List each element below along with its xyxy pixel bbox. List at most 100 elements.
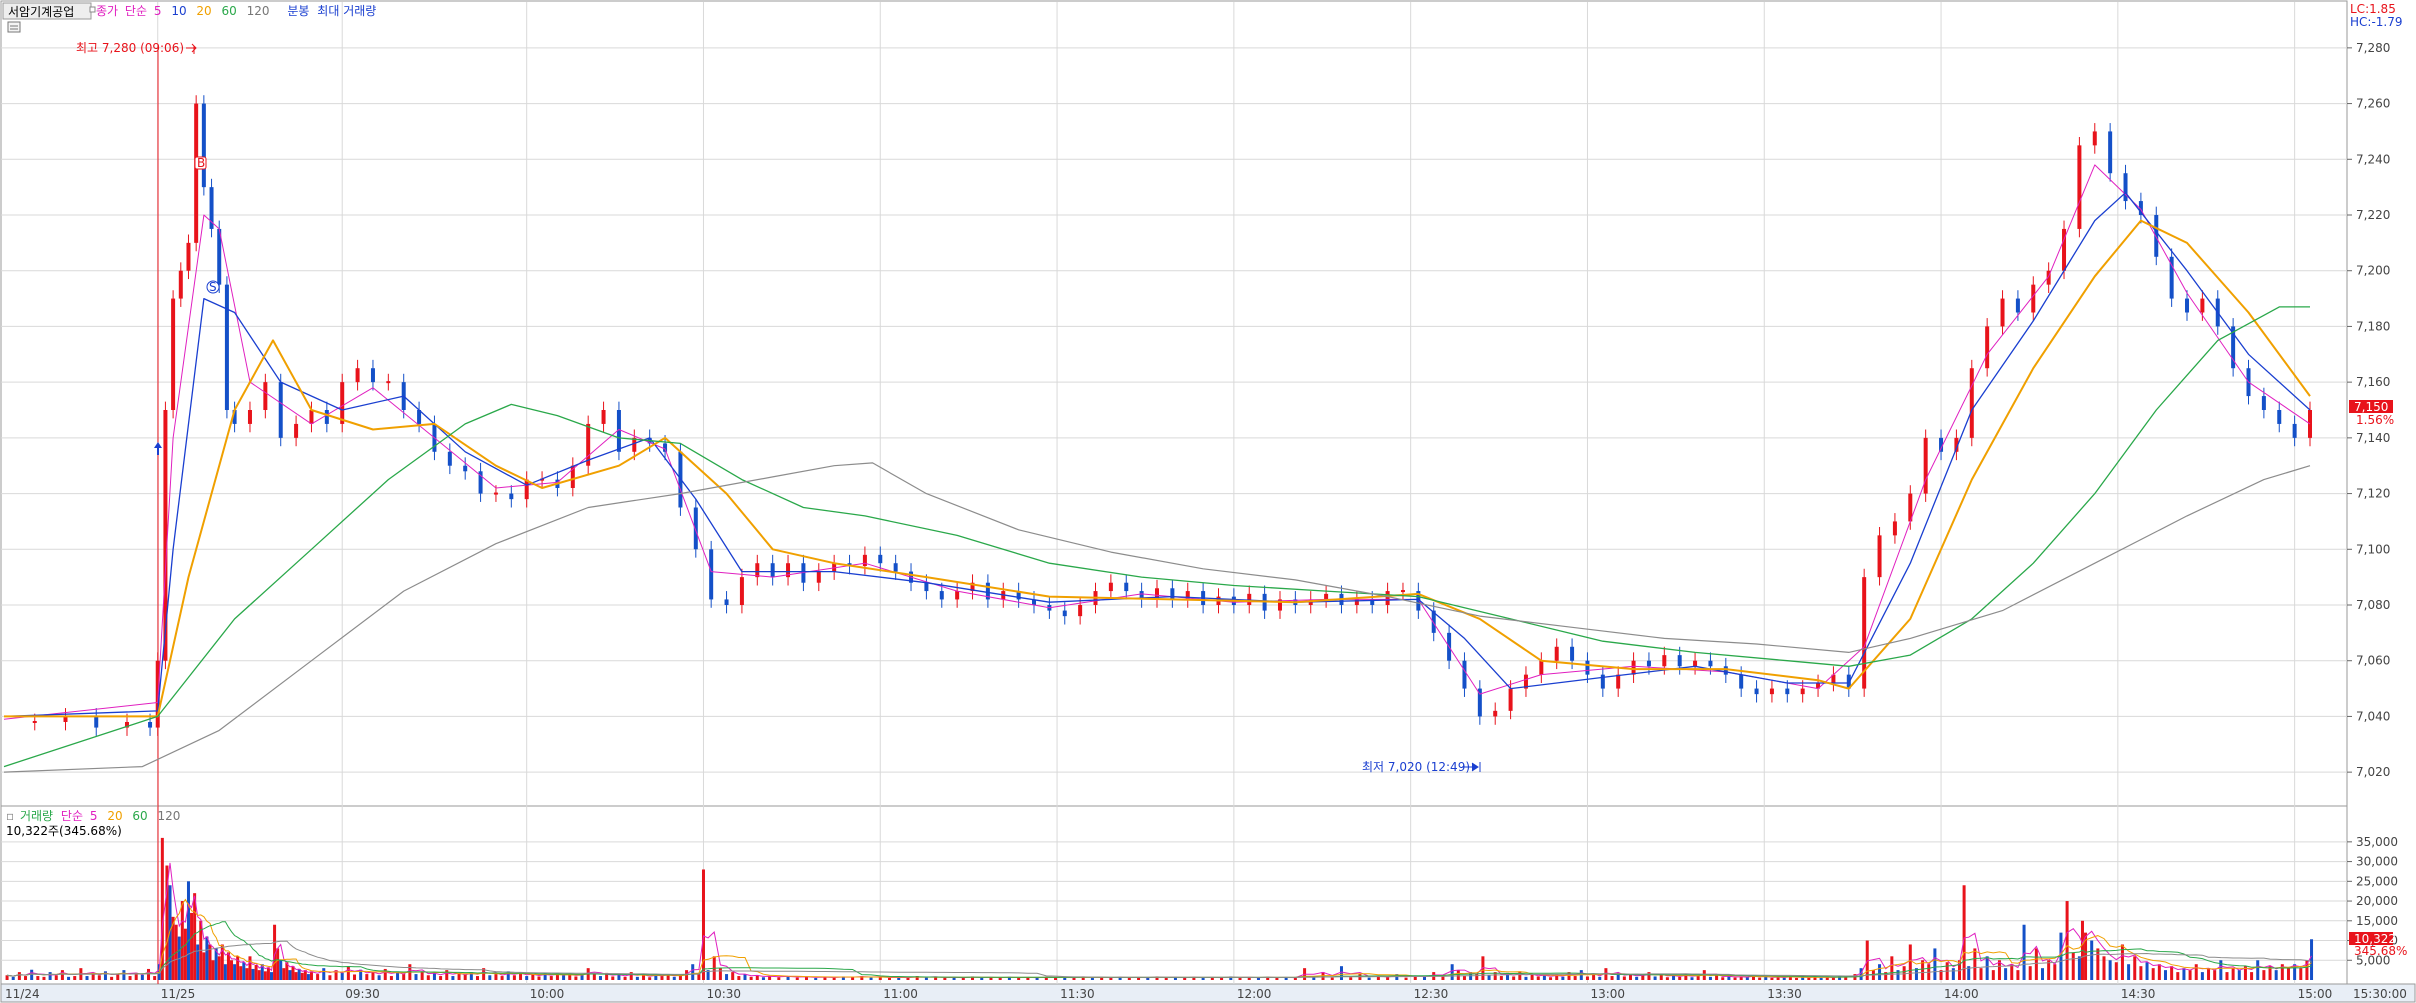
ma60-label[interactable]: 60	[222, 4, 237, 18]
volume-bar	[110, 976, 114, 980]
volume-bar	[171, 916, 175, 980]
volume-bar	[980, 978, 984, 980]
price-bar	[1277, 599, 1282, 611]
volume-bar	[54, 975, 58, 980]
time-tick-label: 11:00	[883, 987, 918, 1001]
volume-bar	[1549, 977, 1553, 980]
volume-bar	[457, 973, 461, 980]
chart-menu-icon[interactable]	[7, 21, 21, 33]
volume-bar	[2028, 966, 2032, 980]
volume-bar	[1109, 977, 1113, 980]
price-bar	[2277, 410, 2282, 424]
ma-type-label[interactable]: 단순	[125, 4, 147, 18]
price-bar	[601, 410, 606, 424]
volume-bar	[439, 976, 443, 980]
volume-bar	[1386, 977, 1390, 980]
volume-bar	[211, 960, 215, 980]
volume-bar	[389, 976, 393, 980]
price-bar	[124, 722, 129, 728]
volume-bar	[961, 977, 965, 980]
price-bar	[970, 582, 975, 592]
price-bar	[570, 465, 575, 488]
volume-bar	[841, 976, 845, 980]
price-type-label[interactable]: 종가	[96, 4, 118, 18]
sell-signal-marker[interactable]	[206, 280, 220, 294]
volume-bar	[1838, 976, 1842, 980]
volume-bar	[1090, 978, 1094, 980]
chart-kind-label[interactable]: 분봉	[287, 4, 309, 18]
volume-bar	[1807, 977, 1811, 980]
volume-bar	[1908, 944, 1912, 980]
volume-settings-icon[interactable]: ▫	[6, 809, 14, 823]
volume-bar	[2151, 968, 2155, 980]
volume-bar	[897, 977, 901, 980]
volume-bar	[605, 972, 609, 980]
volume-bar	[432, 972, 436, 980]
volume-bar	[629, 972, 633, 980]
volume-bar	[642, 974, 646, 980]
volume-bar	[1561, 976, 1565, 980]
ma120-label[interactable]: 120	[247, 4, 270, 18]
stock-name[interactable]: 서암기계공업	[8, 5, 74, 19]
volume-bar	[128, 976, 132, 980]
ma20-label[interactable]: 20	[196, 4, 211, 18]
ma-settings-icon[interactable]	[89, 6, 96, 13]
volume-moving-average-lines	[7, 862, 2312, 979]
volume-bar	[1690, 977, 1694, 980]
volume-bar	[1939, 970, 1943, 980]
price-bar	[924, 582, 929, 592]
volume-ma-type[interactable]: 단순	[61, 809, 83, 823]
price-tick-label: 7,180	[2356, 319, 2390, 333]
volume-ma120[interactable]: 120	[158, 809, 181, 823]
volume-bar	[24, 976, 28, 980]
volume-bar	[1524, 976, 1528, 980]
volume-bar	[1957, 960, 1961, 980]
volume-bar	[1155, 976, 1159, 980]
volume-bar	[445, 970, 449, 980]
volume-bar	[2243, 966, 2247, 980]
price-bars	[32, 95, 2312, 736]
volume-bars	[5, 837, 2314, 980]
volume-bar	[660, 976, 664, 980]
volume-bar	[2182, 968, 2186, 980]
ma5-label[interactable]: 5	[154, 4, 162, 18]
volume-bar	[488, 975, 492, 980]
volume-bar	[294, 972, 298, 980]
volume-ma60[interactable]: 60	[132, 809, 147, 823]
volume-bar	[303, 970, 307, 980]
volume-bar	[1530, 974, 1534, 980]
volume-bar	[1647, 972, 1651, 980]
price-bar	[1877, 535, 1882, 578]
volume-bar	[1487, 975, 1491, 980]
buy-signal-marker[interactable]	[194, 156, 207, 170]
price-bar	[1939, 437, 1944, 452]
volume-ma20[interactable]: 20	[107, 809, 122, 823]
price-bar	[616, 410, 621, 452]
price-bar	[1400, 590, 1405, 593]
volume-bar	[180, 901, 184, 980]
price-bar	[370, 368, 375, 383]
volume-bar	[860, 976, 864, 980]
volume-title[interactable]: 거래량	[20, 809, 53, 823]
time-tick-label: 10:30	[706, 987, 741, 1001]
volume-bar	[952, 977, 956, 980]
volume-bar	[365, 974, 369, 980]
volume-bar	[1100, 977, 1104, 980]
time-tick-label: 09:30	[345, 987, 380, 1001]
volume-bar	[245, 968, 249, 980]
volume-bar	[5, 975, 9, 980]
price-bar	[171, 298, 176, 410]
volume-bar	[1933, 948, 1937, 980]
max-volume-label[interactable]: 최대 거래량	[317, 4, 376, 18]
volume-bar	[678, 975, 682, 980]
time-tick-label: 12:30	[1414, 987, 1449, 1001]
price-bar	[63, 716, 68, 722]
volume-bar	[2034, 948, 2038, 980]
ma10-label[interactable]: 10	[171, 4, 186, 18]
volume-bar	[183, 928, 187, 980]
volume-ma5[interactable]: 5	[90, 809, 98, 823]
volume-bar	[1665, 977, 1669, 980]
price-bar	[1385, 591, 1390, 605]
volume-bar	[617, 974, 621, 980]
